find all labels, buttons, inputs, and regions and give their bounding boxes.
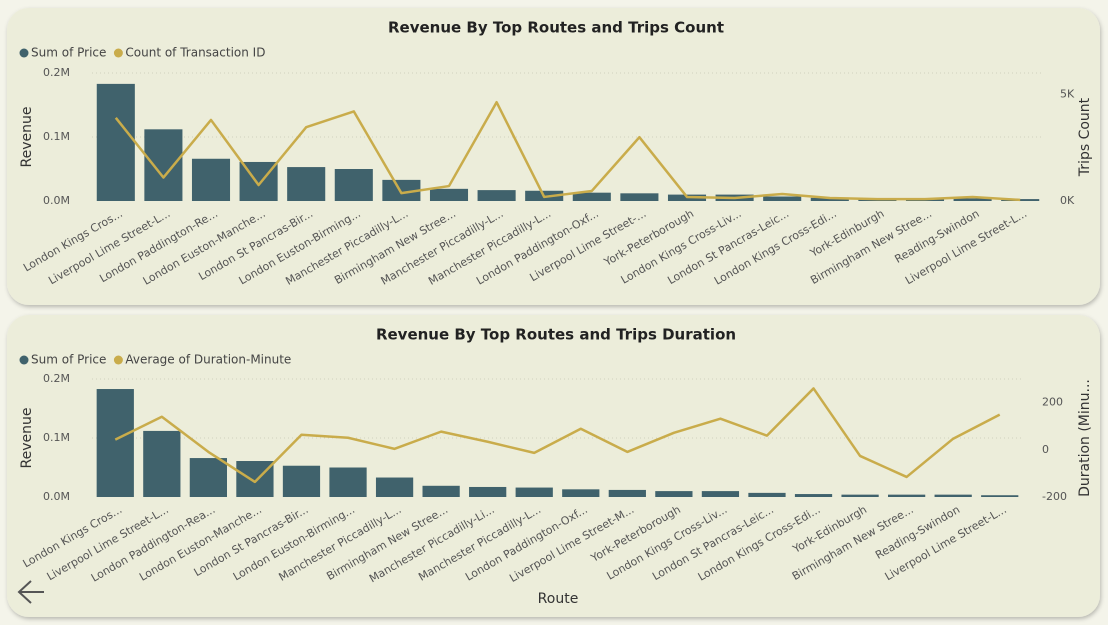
bar bbox=[794, 494, 833, 497]
bar bbox=[841, 494, 879, 497]
chart: Revenue By Top Routes and Trips Duration… bbox=[19, 326, 1093, 608]
y-tick-label: 0.2M bbox=[43, 66, 70, 79]
bar bbox=[888, 494, 926, 497]
bar bbox=[810, 197, 849, 201]
chart-title: Revenue By Top Routes and Trips Duration bbox=[376, 326, 736, 344]
legend-label: Count of Transaction ID bbox=[125, 46, 265, 60]
y2-tick-label: 5K bbox=[1060, 87, 1075, 100]
x-axis-title: Route bbox=[538, 591, 579, 607]
y2-tick-label: 200 bbox=[1042, 396, 1063, 409]
bar bbox=[189, 458, 227, 497]
bar bbox=[748, 492, 786, 497]
bar bbox=[1001, 199, 1040, 201]
bar bbox=[329, 467, 367, 497]
bar bbox=[515, 487, 553, 497]
bar bbox=[429, 188, 469, 201]
legend-label: Sum of Price bbox=[31, 353, 106, 367]
y-axis-title: Revenue bbox=[19, 107, 35, 168]
y-tick-label: 0.1M bbox=[43, 130, 70, 143]
y-tick-label: 0.2M bbox=[43, 372, 70, 385]
y-axis-title: Revenue bbox=[19, 408, 35, 469]
bar bbox=[763, 196, 802, 201]
card bbox=[7, 315, 1100, 617]
bar bbox=[477, 190, 516, 201]
y2-tick-label: -200 bbox=[1042, 490, 1067, 503]
y-tick-label: 0.0M bbox=[43, 194, 70, 207]
bar bbox=[143, 430, 181, 497]
bar bbox=[981, 495, 1019, 497]
y2-axis-title: Duration (Minu... bbox=[1077, 379, 1093, 497]
bar bbox=[382, 179, 421, 201]
bar bbox=[620, 193, 659, 201]
bar bbox=[701, 491, 740, 497]
bar bbox=[282, 465, 321, 497]
bar bbox=[96, 83, 135, 201]
legend-marker bbox=[19, 48, 29, 58]
bar bbox=[96, 389, 134, 497]
bar bbox=[934, 494, 972, 497]
legend-label: Average of Duration-Minute bbox=[125, 353, 291, 367]
y2-tick-label: 0K bbox=[1060, 194, 1075, 207]
y2-axis-title: Trips Count bbox=[1077, 97, 1093, 177]
bar bbox=[562, 489, 600, 497]
legend-marker bbox=[113, 48, 123, 58]
legend-marker bbox=[113, 355, 123, 365]
bar bbox=[608, 489, 646, 497]
y2-tick-label: 0 bbox=[1042, 443, 1049, 456]
bar bbox=[144, 129, 183, 201]
bar bbox=[953, 198, 992, 201]
back-arrow[interactable] bbox=[17, 580, 44, 604]
line bbox=[114, 387, 1001, 484]
chart-title: Revenue By Top Routes and Trips Count bbox=[388, 19, 724, 37]
back-button[interactable] bbox=[17, 580, 44, 604]
y-tick-label: 0.0M bbox=[43, 490, 70, 503]
bar bbox=[191, 158, 231, 201]
bar bbox=[422, 485, 460, 497]
bar bbox=[375, 477, 414, 497]
line bbox=[114, 100, 1021, 202]
card bbox=[7, 8, 1100, 305]
bar bbox=[236, 461, 274, 497]
bar bbox=[334, 169, 373, 201]
bar bbox=[572, 192, 611, 201]
bar bbox=[287, 167, 326, 201]
bar bbox=[469, 486, 507, 497]
legend-label: Sum of Price bbox=[31, 46, 106, 60]
bar bbox=[655, 491, 693, 497]
y-tick-label: 0.1M bbox=[43, 431, 70, 444]
legend-marker bbox=[19, 355, 29, 365]
